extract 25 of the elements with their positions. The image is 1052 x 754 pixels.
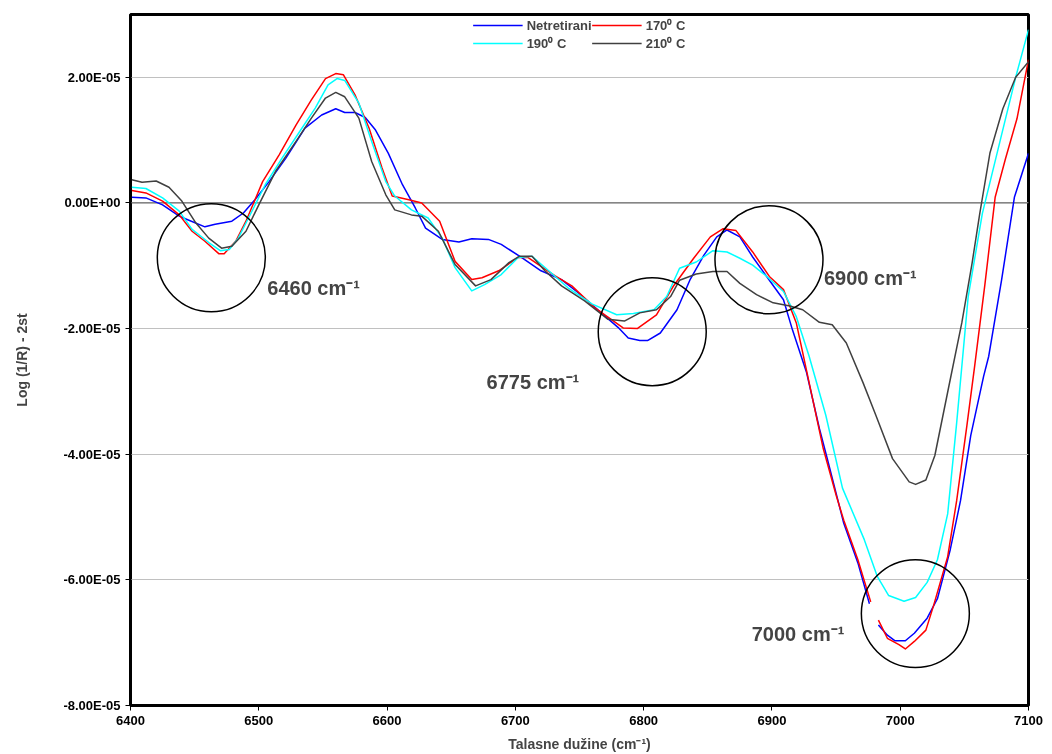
annotation: 6775 cm⁻¹ xyxy=(486,370,580,393)
y-tick-label: -4.00E-05 xyxy=(63,446,121,462)
y-tick-label: -8.00E-05 xyxy=(63,698,121,713)
legend-label: Netretirani xyxy=(526,17,592,33)
y-tick-label: -6.00E-05 xyxy=(63,572,121,588)
x-tick-label: 7100 xyxy=(1014,712,1043,728)
y-tick-label: 0.00E+00 xyxy=(64,195,121,211)
x-tick-label: 6600 xyxy=(372,712,402,728)
x-tick-label: 6900 xyxy=(757,712,787,728)
legend-label: 210⁰ C xyxy=(645,35,686,52)
annotation: 6900 cm⁻¹ xyxy=(823,266,917,289)
legend-label: 170⁰ C xyxy=(645,17,686,34)
line-series xyxy=(131,60,1029,486)
x-tick-label: 7000 xyxy=(885,712,915,728)
x-axis-title: Talasne dužine (cm⁻¹) xyxy=(508,735,651,752)
y-tick-label: -2.00E-05 xyxy=(63,321,121,337)
annotation: 7000 cm⁻¹ xyxy=(751,622,845,645)
legend-label: 190⁰ C xyxy=(526,35,567,52)
y-axis-title: Log (1/R) - 2st xyxy=(14,313,31,407)
x-tick-label: 6800 xyxy=(629,712,659,728)
x-tick-label: 6700 xyxy=(500,712,530,728)
x-tick-label: 6400 xyxy=(116,712,145,728)
y-tick-label: 2.00E-05 xyxy=(67,69,121,85)
annotation: 6460 cm⁻¹ xyxy=(267,276,361,299)
x-tick-label: 6500 xyxy=(244,712,274,728)
